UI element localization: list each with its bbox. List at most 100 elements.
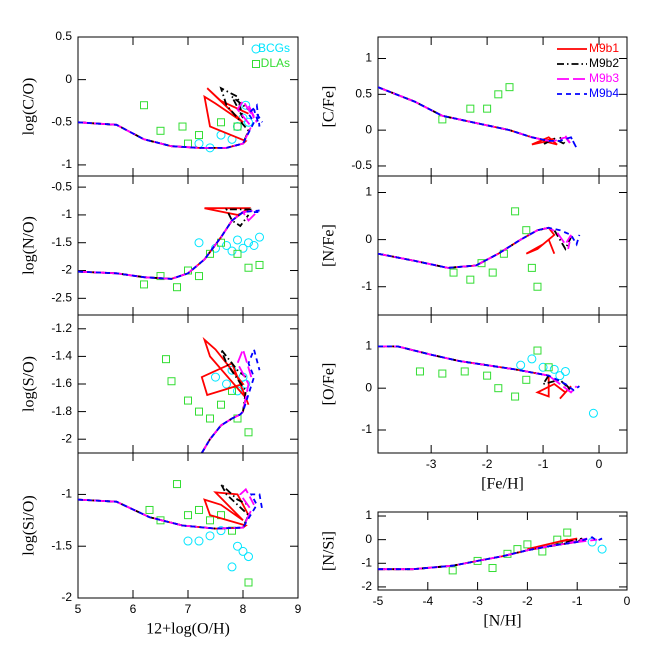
point [244, 238, 253, 248]
panel: -1 0 1 [N/Fe] [321, 175, 628, 316]
x-tick-label: 5 [75, 602, 82, 616]
y-tick-label: -2.5 [51, 290, 72, 304]
point [195, 272, 203, 281]
axes-frame [77, 314, 299, 454]
model-line [78, 493, 264, 530]
point [233, 122, 242, 131]
y-axis-label: log(S/O) [21, 356, 38, 412]
plot-area [78, 480, 264, 587]
point [206, 249, 214, 258]
model-line [378, 537, 598, 571]
plot-area [78, 86, 264, 153]
model-line [378, 86, 567, 146]
model-line [378, 345, 580, 392]
point [233, 235, 242, 245]
y-axis-label: [N/Fe] [321, 224, 338, 267]
x-tick-label: -3 [426, 457, 437, 471]
legend-label: M9b1 [589, 41, 619, 55]
y-tick-label: -1 [361, 422, 372, 436]
point [527, 263, 536, 272]
point [522, 226, 531, 235]
y-tick-label: 1 [365, 339, 372, 353]
point [252, 60, 260, 68]
model-line [378, 226, 572, 269]
x-axis-label: [N/H] [483, 613, 521, 630]
model-line [378, 345, 572, 400]
y-tick-label: -1.4 [51, 349, 72, 363]
point [244, 578, 253, 587]
point [194, 139, 204, 149]
model-line [378, 226, 581, 269]
y-tick-label: -1 [361, 279, 372, 293]
y-tick-label: -0.5 [51, 114, 72, 128]
x-axis-label: [Fe/H] [481, 476, 524, 493]
y-tick-label: -0.5 [351, 158, 372, 172]
point [206, 516, 214, 525]
point [251, 44, 261, 54]
y-tick-label: -1.2 [51, 321, 72, 335]
point [483, 371, 492, 380]
point [184, 139, 192, 148]
plot-area [378, 83, 578, 149]
point [183, 536, 193, 546]
y-axis-label: [N/Si] [321, 531, 338, 571]
y-tick-label: 0 [365, 232, 372, 246]
y-tick-label: -1 [61, 157, 72, 171]
model-line [78, 491, 250, 530]
point [233, 249, 242, 258]
point [156, 126, 165, 135]
point [516, 360, 526, 370]
point [195, 131, 203, 140]
x-tick-label: 0 [624, 594, 631, 608]
point [477, 259, 486, 268]
point [222, 241, 231, 250]
model-line [378, 226, 572, 269]
point [195, 407, 203, 416]
point [533, 282, 542, 291]
model-line [378, 86, 572, 146]
point [460, 367, 469, 376]
point [488, 268, 497, 277]
point [216, 526, 226, 536]
point [555, 371, 565, 381]
point [255, 260, 264, 269]
y-axis-label: log(C/O) [21, 78, 38, 136]
model-line [378, 86, 578, 149]
plot-area [78, 207, 264, 292]
y-tick-label: 0.5 [355, 86, 372, 100]
y-tick-label: 0 [65, 72, 72, 86]
model-line [200, 336, 250, 453]
point [173, 283, 181, 292]
point [415, 367, 424, 376]
panel: -2 -1.8 -1.6 -1.4 -1.2 log(S/O) [21, 314, 299, 454]
point [466, 104, 475, 113]
point [162, 355, 170, 364]
y-tick-label: -2 [61, 263, 72, 277]
model-line [78, 208, 252, 280]
point [238, 243, 248, 253]
y-tick-label: -1.8 [51, 404, 72, 418]
point [255, 232, 264, 242]
point [217, 118, 225, 127]
legend-label: M9b2 [589, 56, 619, 70]
axes-frame [77, 175, 299, 316]
y-tick-label: -2 [361, 579, 372, 593]
x-tick-label: 9 [295, 602, 302, 616]
point [167, 377, 176, 386]
legend-label: DLAs [261, 56, 290, 70]
point [249, 241, 259, 250]
y-tick-label: 1 [365, 185, 372, 199]
point [448, 566, 457, 575]
x-tick-label: 0 [596, 457, 603, 471]
plot-area [378, 207, 581, 291]
point [488, 564, 497, 573]
x-tick-label: -5 [373, 594, 384, 608]
point [140, 280, 148, 289]
point [184, 511, 192, 520]
y-tick-label: 1 [365, 51, 372, 65]
point [553, 535, 562, 544]
point [241, 100, 251, 110]
point [483, 104, 492, 113]
point [194, 238, 204, 248]
